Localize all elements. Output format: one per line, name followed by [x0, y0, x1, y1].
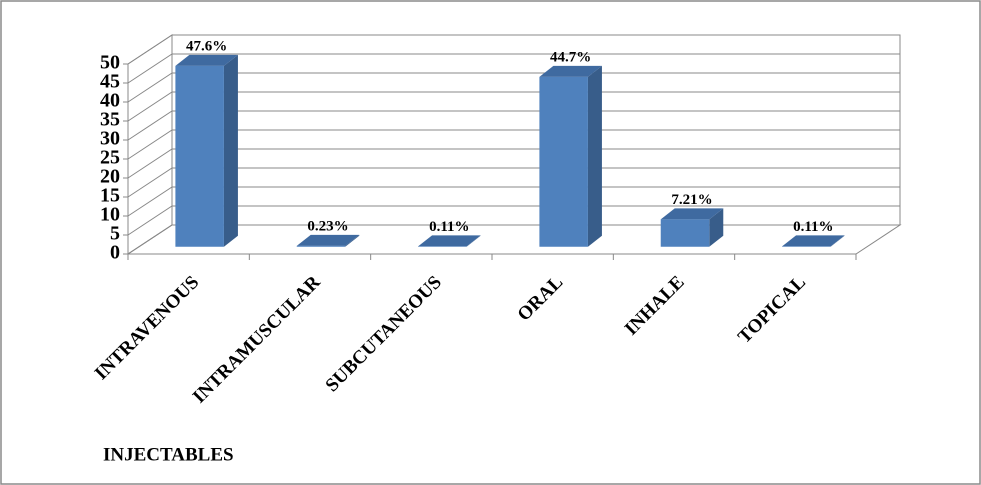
bar — [175, 65, 224, 247]
bar-side — [830, 235, 845, 247]
y-tick-label: 50 — [100, 52, 120, 74]
grid-line — [127, 72, 900, 103]
grid-line — [127, 129, 900, 160]
value-label: 0.23% — [307, 218, 348, 234]
grid-line — [127, 110, 900, 141]
grid-line — [127, 167, 900, 198]
bar-side — [709, 208, 724, 247]
grid-line — [127, 91, 900, 122]
bar-top — [418, 235, 481, 247]
bar-top — [296, 234, 360, 246]
y-tick-label: 15 — [100, 185, 120, 207]
y-tick-label: 35 — [100, 109, 120, 131]
y-tick-label: 25 — [100, 147, 120, 169]
grid-line — [127, 205, 900, 236]
y-tick-label: 30 — [100, 128, 120, 150]
value-label: 44.7% — [550, 49, 591, 65]
grid-line — [127, 148, 900, 179]
y-tick-label: 40 — [100, 90, 120, 112]
bar — [539, 76, 588, 247]
bar — [660, 219, 710, 247]
bar-top — [539, 65, 602, 77]
y-tick-label: 0 — [110, 242, 120, 264]
bar-side — [345, 234, 360, 247]
grid-line — [127, 34, 900, 65]
bar-top — [660, 208, 724, 220]
bar-side — [587, 65, 602, 247]
value-label: 0.11% — [793, 219, 833, 235]
annotation: INJECTABLES — [103, 444, 234, 465]
value-label: 0.11% — [429, 219, 469, 235]
grid-line — [127, 224, 900, 255]
grid-line — [127, 53, 900, 84]
value-label: 47.6% — [186, 38, 227, 54]
y-tick-label: 10 — [100, 204, 120, 226]
bar — [296, 245, 346, 247]
y-tick-label: 20 — [100, 166, 120, 188]
y-tick-label: 45 — [100, 71, 120, 93]
y-tick-label: 5 — [110, 223, 120, 245]
bar-top — [782, 235, 845, 247]
bar-side — [223, 54, 238, 247]
bar-top — [175, 54, 238, 66]
grid-line — [127, 186, 900, 217]
bar-side — [466, 235, 481, 247]
value-label: 7.21% — [671, 192, 712, 208]
